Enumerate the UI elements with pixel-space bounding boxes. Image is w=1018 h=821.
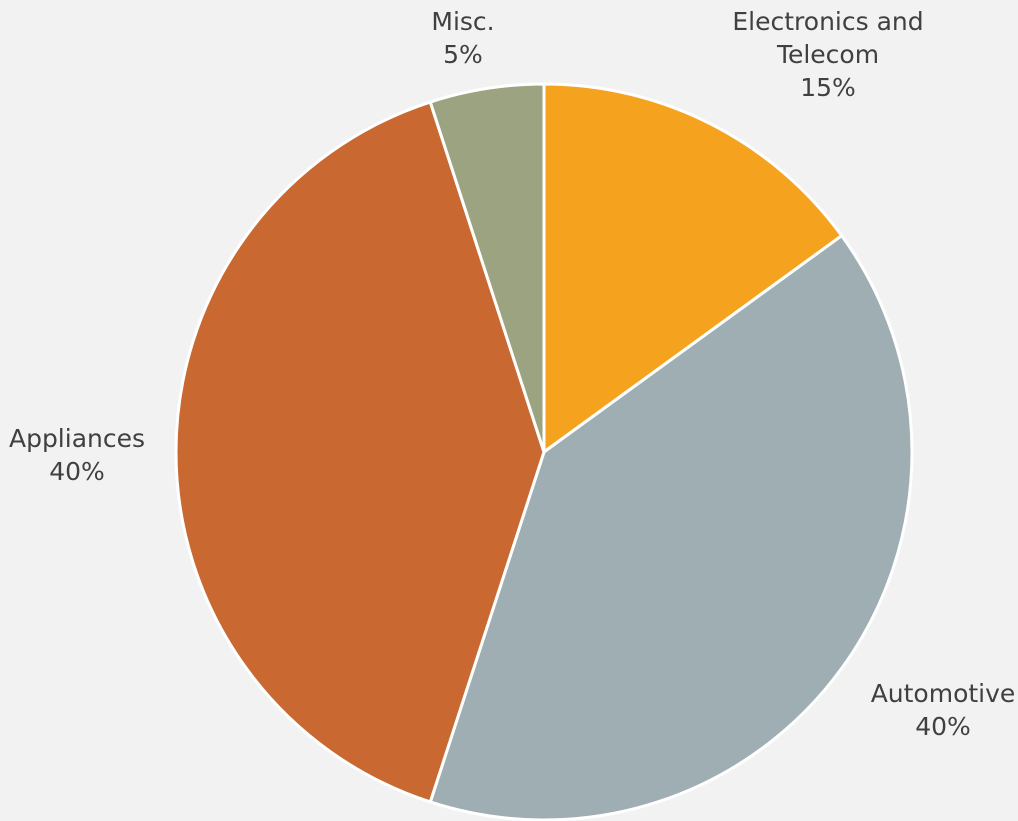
slice-value-label: 40% bbox=[915, 712, 971, 741]
pie-slices bbox=[174, 82, 914, 821]
slice-label-automotive: Automotive 40% bbox=[871, 679, 1016, 741]
slice-name-label: Electronics and bbox=[732, 7, 923, 36]
slice-value-label: 15% bbox=[800, 73, 856, 102]
slice-label-electronics-and-telecom: Electronics and Telecom 15% bbox=[732, 7, 923, 102]
pie-slice-automotive bbox=[428, 234, 914, 821]
slice-label-misc: Misc. 5% bbox=[431, 7, 494, 69]
slice-name-label: Telecom bbox=[776, 40, 879, 69]
slice-value-label: 5% bbox=[443, 40, 483, 69]
slice-label-appliances: Appliances 40% bbox=[9, 424, 145, 486]
slice-name-label: Misc. bbox=[431, 7, 494, 36]
pie-slice-misc bbox=[428, 82, 546, 454]
pie-slice-electronics-and-telecom bbox=[542, 82, 844, 454]
pie-slice-appliances bbox=[174, 100, 546, 804]
slice-name-label: Appliances bbox=[9, 424, 145, 453]
slice-name-label: Automotive bbox=[871, 679, 1016, 708]
slice-value-label: 40% bbox=[49, 457, 105, 486]
pie-labels: Electronics and Telecom 15%Automotive 40%Ap… bbox=[9, 7, 1015, 741]
